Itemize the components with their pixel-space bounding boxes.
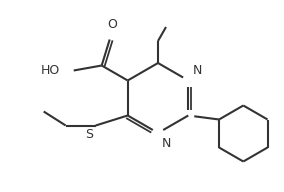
Text: HO: HO [40, 64, 60, 77]
Text: N: N [162, 137, 171, 150]
Text: S: S [85, 128, 93, 142]
Text: O: O [107, 18, 117, 31]
Text: N: N [192, 64, 202, 76]
